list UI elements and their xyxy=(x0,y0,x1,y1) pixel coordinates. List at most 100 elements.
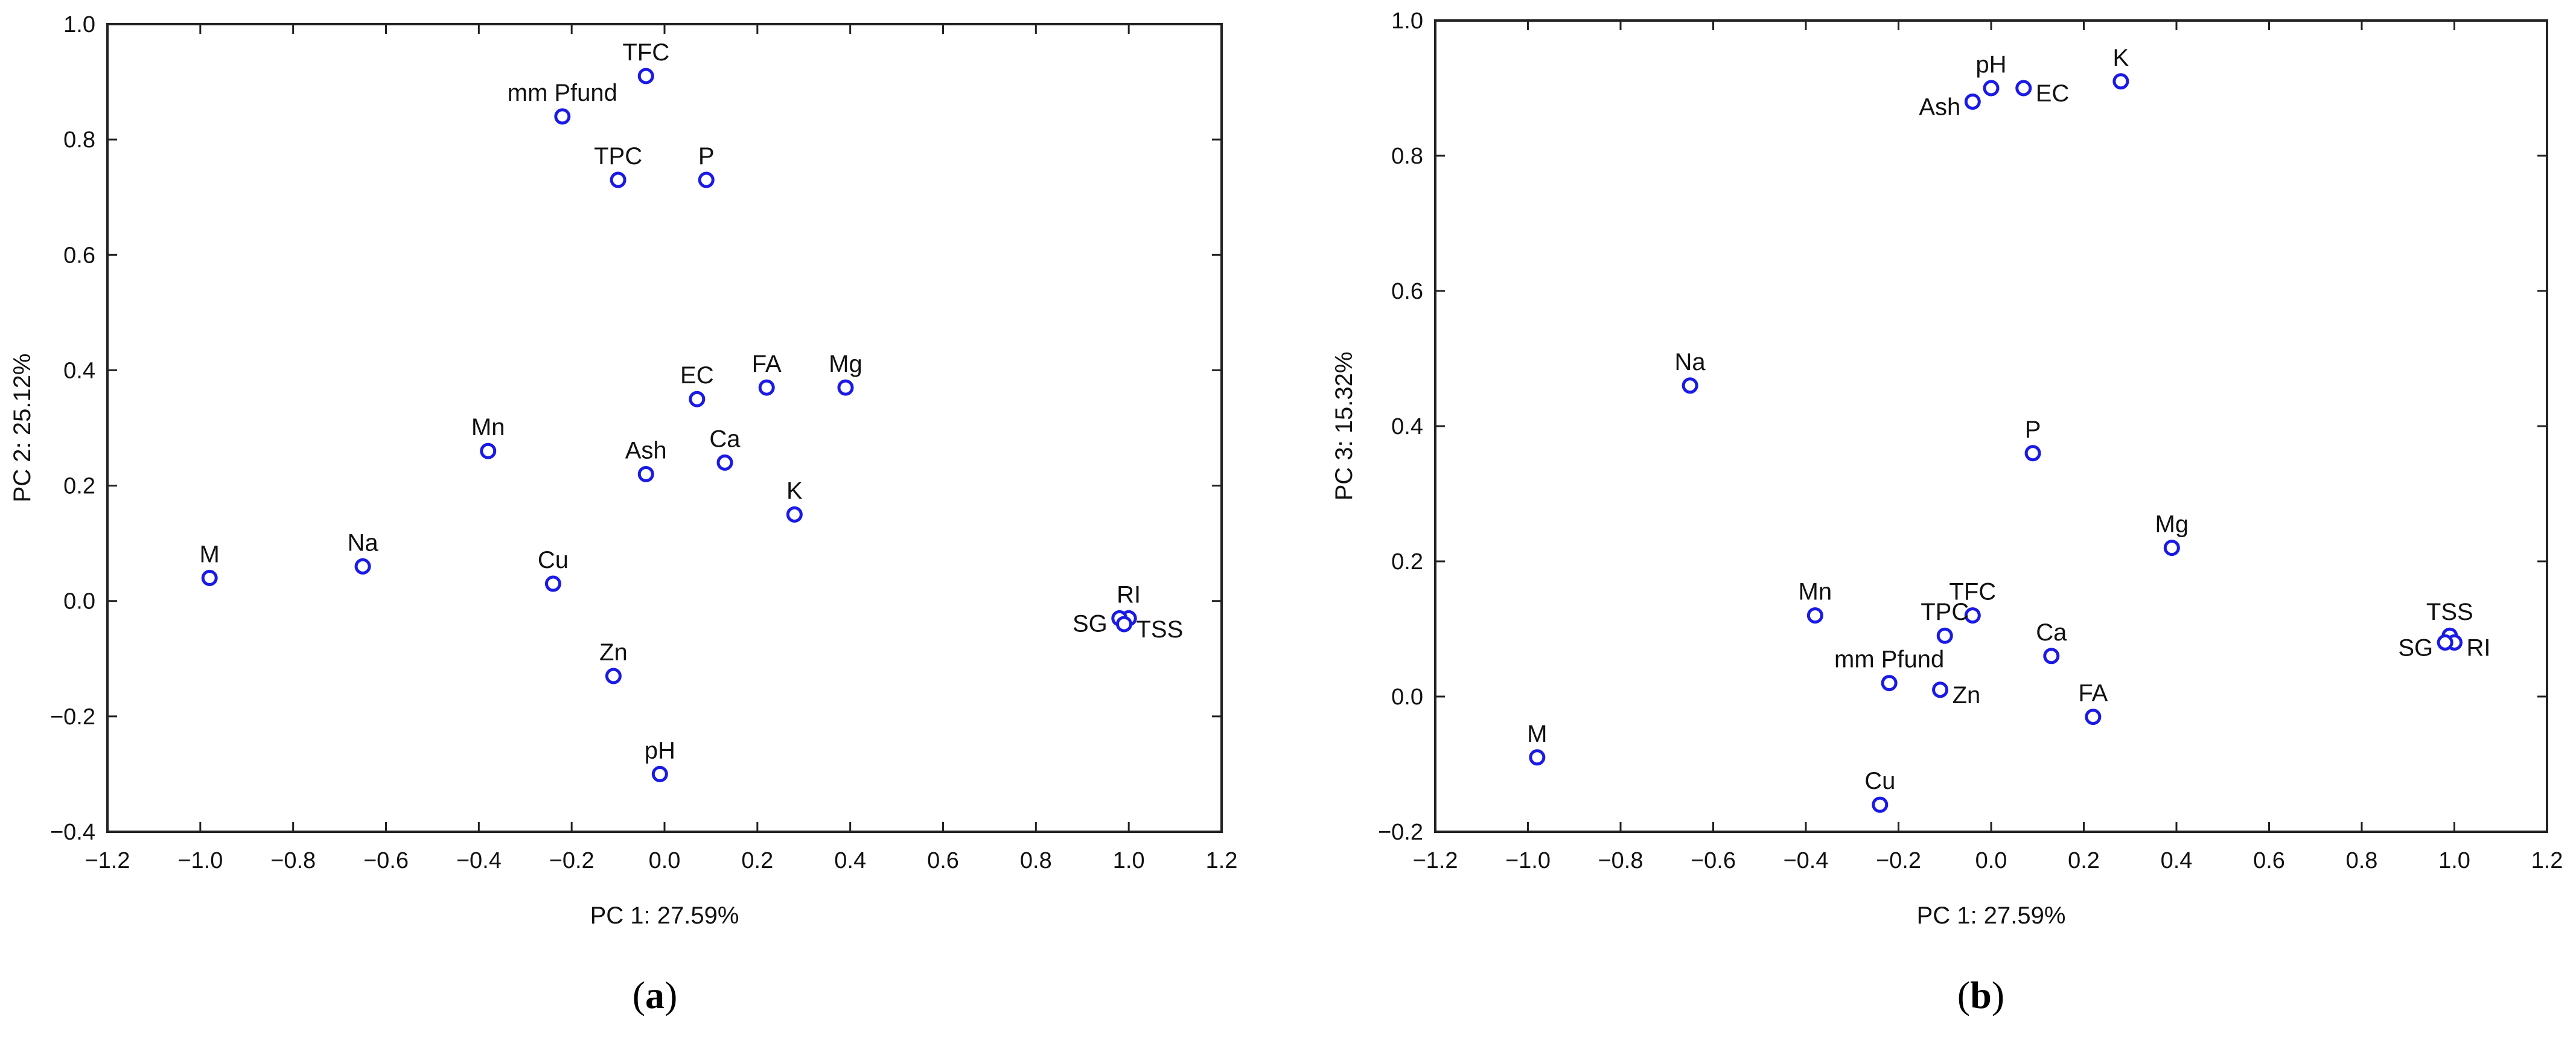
data-point-na xyxy=(354,558,371,575)
point-label-mn: Mn xyxy=(471,414,505,441)
x-tick-label: −1.2 xyxy=(84,848,130,873)
data-point-cu xyxy=(544,575,561,592)
data-point-fa xyxy=(2085,709,2102,726)
data-point-zn xyxy=(605,668,622,684)
y-tick-label: 0.6 xyxy=(63,243,95,268)
y-tick-label: 0.4 xyxy=(1391,414,1423,439)
x-tick-label: −0.8 xyxy=(1598,848,1643,873)
x-tick-label: 0.4 xyxy=(834,848,866,873)
point-label-ec: EC xyxy=(680,362,714,389)
x-tick-label: 0.0 xyxy=(1975,848,2007,873)
point-label-ec: EC xyxy=(2036,80,2070,107)
data-point-sg xyxy=(2437,634,2453,651)
point-label-tfc: TFC xyxy=(622,39,669,66)
point-label-tpc: TPC xyxy=(594,143,642,170)
x-tick-label: 0.8 xyxy=(1020,848,1052,873)
data-point-na xyxy=(1682,377,1698,394)
point-label-fa: FA xyxy=(2078,680,2108,707)
data-point-cu xyxy=(1872,796,1889,813)
plot-frame xyxy=(106,23,1223,833)
x-tick-label: −0.2 xyxy=(549,848,595,873)
data-point-mg xyxy=(2163,540,2180,557)
point-label-cu: Cu xyxy=(1864,768,1895,794)
y-tick-label: 0.8 xyxy=(1391,144,1423,169)
data-point-mm-pfund xyxy=(1881,675,1898,692)
point-label-fa: FA xyxy=(752,351,782,377)
x-tick-label: 0.0 xyxy=(649,848,681,873)
point-label-m: M xyxy=(1527,721,1547,747)
point-label-ash: Ash xyxy=(625,437,667,464)
x-tick-label: 0.4 xyxy=(2161,848,2193,873)
point-label-p: P xyxy=(698,143,715,170)
x-tick-label: 1.0 xyxy=(1113,848,1145,873)
data-point-tfc xyxy=(1964,607,1981,624)
point-label-k: K xyxy=(2113,45,2129,71)
x-tick-label: −0.4 xyxy=(1783,848,1828,873)
point-label-p: P xyxy=(2025,416,2041,443)
point-label-sg: SG xyxy=(1073,610,1108,637)
data-point-mn xyxy=(480,442,497,459)
chart-panel-b: −1.2 −1.0 −0.8 −0.6 −0.4 −0.2 0.0 0.2 0.4 0.6 0.8 1… xyxy=(1331,8,2563,1016)
point-label-k: K xyxy=(786,477,803,504)
point-label-cu: Cu xyxy=(538,547,569,573)
point-label-zn: Zn xyxy=(1953,682,1981,709)
point-label-tfc: TFC xyxy=(1949,579,1996,605)
x-tick-label: 0.8 xyxy=(2346,848,2378,873)
data-point-mm-pfund xyxy=(554,108,571,125)
data-point-ec xyxy=(689,391,706,407)
x-tick-label: −1.0 xyxy=(177,848,223,873)
point-label-ph: pH xyxy=(1975,51,2006,78)
point-label-tss: TSS xyxy=(2426,599,2473,625)
point-label-sg: SG xyxy=(2398,634,2433,661)
point-label-ca: Ca xyxy=(2036,619,2067,646)
x-tick-label: −0.4 xyxy=(456,848,502,873)
y-tick-label: 0.8 xyxy=(63,127,95,153)
data-point-p xyxy=(698,171,715,188)
x-tick-label: −0.2 xyxy=(1876,848,1921,873)
data-point-ph xyxy=(651,765,668,782)
x-tick-label: 0.6 xyxy=(2253,848,2285,873)
plot-frame xyxy=(1434,19,2548,833)
y-tick-label: −0.2 xyxy=(1378,820,1423,845)
point-label-mm-pfund: mm Pfund xyxy=(1834,646,1944,673)
x-tick-label: −0.6 xyxy=(1691,848,1736,873)
point-label-tss: TSS xyxy=(1136,616,1183,643)
data-point-ca xyxy=(2043,648,2060,665)
data-point-p xyxy=(2024,445,2041,462)
data-point-m xyxy=(201,569,218,586)
chart-panel-a: −1.2 −1.0 −0.8 −0.6 −0.4 −0.2 0.0 0.2 0.4 0.6 0.8 1… xyxy=(9,12,1237,1016)
y-tick-label: 0.2 xyxy=(63,474,95,499)
data-point-tpc xyxy=(1936,627,1953,644)
data-point-mg xyxy=(837,379,854,396)
data-point-mn xyxy=(1806,607,1823,624)
x-axis-title: PC 1: 27.59% xyxy=(590,902,739,929)
panel-tag: (a) xyxy=(633,974,678,1016)
data-point-k xyxy=(2112,73,2129,90)
point-label-mg: Mg xyxy=(829,351,862,377)
x-tick-label: −0.8 xyxy=(270,848,316,873)
point-label-ca: Ca xyxy=(709,426,741,452)
point-label-ash: Ash xyxy=(1919,94,1960,120)
y-tick-label: 0.0 xyxy=(63,589,95,614)
data-point-tss xyxy=(1115,616,1132,633)
point-label-mm-pfund: mm Pfund xyxy=(508,80,617,106)
data-point-ph xyxy=(1983,80,2000,97)
y-tick-label: 1.0 xyxy=(1391,8,1423,34)
y-tick-label: 1.0 xyxy=(63,12,95,37)
x-axis-title: PC 1: 27.59% xyxy=(1917,902,2066,929)
y-tick-label: 0.0 xyxy=(1391,684,1423,710)
x-tick-label: 0.2 xyxy=(741,848,773,873)
data-point-m xyxy=(1529,749,1546,766)
point-label-ph: pH xyxy=(645,737,675,764)
data-point-ash xyxy=(637,465,654,482)
point-label-tpc: TPC xyxy=(1921,599,1969,625)
x-tick-label: −1.2 xyxy=(1412,848,1458,873)
point-label-mg: Mg xyxy=(2155,511,2189,538)
data-point-tfc xyxy=(637,68,654,85)
y-axis-title: PC 3: 15.32% xyxy=(1331,352,1357,501)
data-point-k xyxy=(786,506,803,523)
data-point-ec xyxy=(2015,80,2032,97)
y-tick-label: 0.4 xyxy=(63,358,95,383)
data-point-zn xyxy=(1932,681,1949,698)
